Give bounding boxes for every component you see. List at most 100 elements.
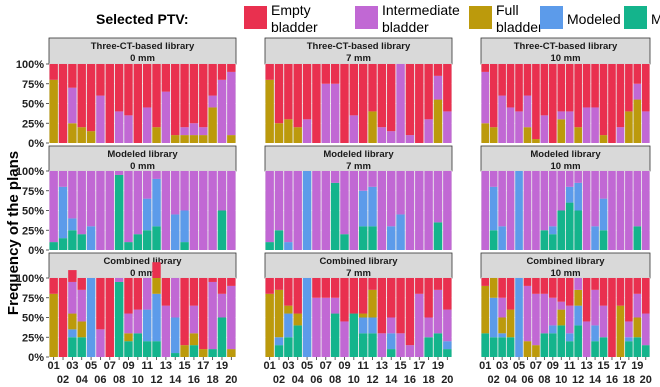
- x-tick-label: 11: [564, 360, 576, 372]
- bar-14-modeled1: [387, 226, 396, 250]
- bar-12-modeled2: [368, 226, 377, 250]
- strip-label-margin: 0 mm: [130, 53, 155, 64]
- bar-20-empty: [641, 64, 650, 112]
- bar-11-modeled1: [142, 309, 152, 342]
- x-tick-label: 10: [555, 374, 567, 386]
- bar-14-intermediate: [591, 107, 599, 143]
- bar-04-empty: [506, 64, 515, 108]
- bar-12-intermediate: [152, 171, 161, 179]
- bar-12-modeled1: [152, 178, 161, 227]
- x-tick-label: 06: [94, 374, 106, 386]
- bar-08-empty: [114, 64, 124, 112]
- bar-11-modeled2: [142, 341, 152, 357]
- bar-11-empty: [358, 64, 368, 143]
- x-tick-label: 06: [310, 374, 322, 386]
- bar-03-modeled1: [284, 242, 293, 250]
- bar-19-intermediate: [217, 79, 227, 143]
- bar-18-modeled1: [625, 337, 633, 342]
- bar-11-modeled1: [565, 333, 574, 342]
- bar-17-intermediate: [415, 171, 424, 250]
- bar-01-full: [49, 293, 58, 357]
- bar-03-intermediate: [498, 95, 506, 143]
- bar-11-intermediate: [142, 278, 152, 310]
- bar-19-modeled2: [433, 333, 443, 357]
- x-tick-label: 13: [160, 360, 172, 372]
- bar-10-empty: [133, 64, 143, 143]
- bar-19-modeled2: [633, 226, 642, 250]
- bar-09-modeled1: [549, 226, 557, 235]
- bar-11-full: [358, 313, 368, 318]
- bar-08-intermediate: [330, 83, 340, 143]
- bar-18-intermediate: [424, 317, 433, 338]
- bar-11-intermediate: [142, 107, 152, 143]
- bar-12-empty: [574, 64, 582, 128]
- x-tick-label: 03: [66, 360, 78, 372]
- bar-01-full: [49, 79, 58, 143]
- bar-06-intermediate: [312, 297, 321, 357]
- bar-05-modeled1: [302, 278, 312, 357]
- bar-07-intermediate: [105, 171, 114, 250]
- bar-19-full: [633, 317, 642, 338]
- bar-18-intermediate: [424, 171, 433, 250]
- legend-label-intermediate-line1: Intermediate: [382, 2, 460, 18]
- bar-03-modeled1: [284, 313, 293, 338]
- bar-05-empty: [515, 64, 523, 112]
- bar-08-intermediate: [114, 171, 124, 175]
- bar-05-modeled1: [302, 171, 312, 250]
- bar-19-empty: [433, 278, 443, 290]
- y-axis-title-group: Frequency of the plans: [5, 151, 22, 315]
- x-tick-label: 10: [132, 374, 144, 386]
- bar-10-intermediate: [349, 171, 359, 250]
- bar-01-empty: [265, 64, 274, 80]
- x-tick-label: 20: [441, 374, 453, 386]
- bar-05-modeled1: [515, 278, 523, 357]
- bar-03-intermediate: [68, 281, 77, 314]
- bar-17-full: [199, 135, 208, 143]
- bar-14-empty: [387, 278, 396, 318]
- bar-04-intermediate: [77, 289, 86, 322]
- bar-12-full: [368, 289, 377, 318]
- y-tick-label: 100%: [16, 59, 44, 71]
- bar-01-modeled2: [265, 242, 274, 250]
- bar-02-empty: [274, 64, 284, 124]
- bar-04-intermediate: [293, 171, 302, 250]
- y-tick-label: 25%: [22, 118, 44, 130]
- bar-08-intermediate: [114, 111, 124, 143]
- strip-background: [264, 37, 453, 65]
- bar-13-empty: [161, 64, 171, 92]
- bar-06-empty: [96, 278, 105, 330]
- bar-20-empty: [443, 64, 452, 112]
- bars: [481, 64, 650, 143]
- bar-18-modeled2: [208, 349, 217, 357]
- bar-01-empty: [265, 278, 274, 294]
- x-tick-label: 10: [348, 374, 360, 386]
- bar-08-intermediate: [540, 171, 549, 231]
- bar-11-modeled2: [142, 230, 152, 250]
- bar-15-modeled1: [599, 198, 608, 231]
- bar-10-empty: [349, 278, 359, 314]
- bar-11-empty: [358, 278, 368, 314]
- bar-09-modeled2: [124, 242, 133, 250]
- bar-14-modeled2: [591, 341, 599, 357]
- x-tick-label: 18: [623, 374, 635, 386]
- bar-15-modeled2: [180, 242, 189, 250]
- x-tick-label: 17: [614, 360, 626, 372]
- bar-17-intermediate: [199, 127, 208, 136]
- bar-12-modeled2: [152, 226, 161, 250]
- bar-12-modeled2: [574, 325, 582, 357]
- legend-label-full-line1: Full: [496, 2, 519, 18]
- bar-12-modeled1: [368, 317, 377, 334]
- legend-label-intermediate-line2: bladder: [382, 19, 429, 35]
- bar-04-modeled2: [506, 337, 515, 357]
- bar-14-intermediate: [387, 171, 396, 227]
- bar-06-intermediate: [96, 329, 105, 357]
- strip-label-library: Combined library: [526, 256, 605, 267]
- bar-02-full: [489, 127, 498, 143]
- legend-key-full: [469, 6, 492, 29]
- bar-14-intermediate: [171, 278, 180, 318]
- bar-09-intermediate: [124, 115, 133, 143]
- bar-08-intermediate: [114, 278, 124, 282]
- bar-16-intermediate: [189, 123, 199, 136]
